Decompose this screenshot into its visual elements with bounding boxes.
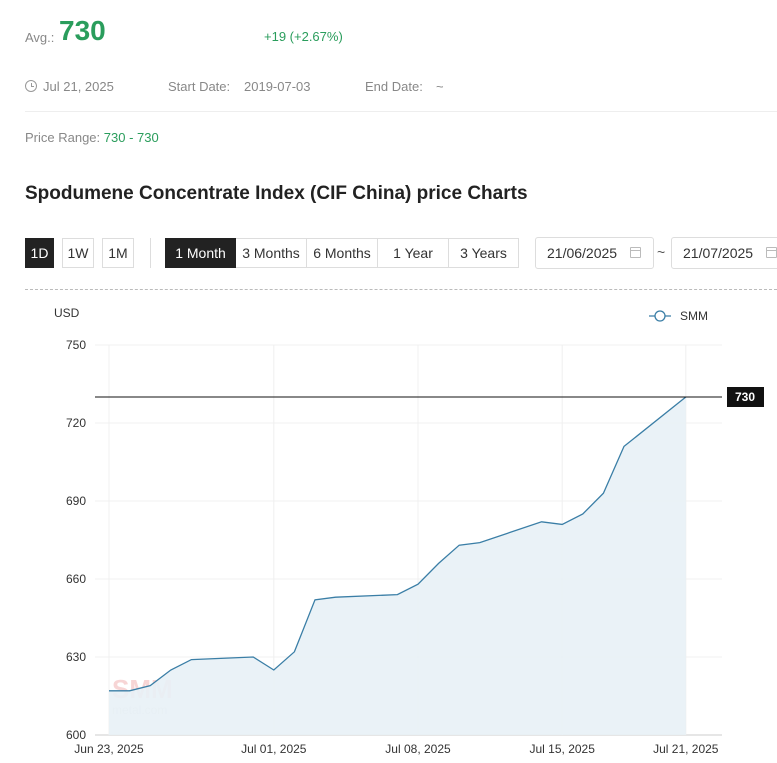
price-range: Price Range: 730 - 730	[25, 130, 159, 145]
date-to-input[interactable]: 21/07/2025	[671, 237, 777, 269]
y-tick-label: 690	[66, 494, 86, 508]
x-tick-label: Jul 15, 2025	[530, 742, 596, 756]
y-axis-label: USD	[54, 306, 80, 320]
date-to-value: 21/07/2025	[683, 245, 754, 261]
x-tick-label: Jun 23, 2025	[74, 742, 144, 756]
price-range-value: 730 - 730	[103, 130, 159, 145]
tab-3-months[interactable]: 3 Months	[236, 238, 307, 268]
x-tick-label: Jul 01, 2025	[241, 742, 307, 756]
date-from-input[interactable]: 21/06/2025	[535, 237, 654, 269]
series-area-smm	[109, 397, 686, 735]
interval-1d-button[interactable]: 1D	[25, 238, 54, 268]
avg-value: 730	[59, 15, 106, 46]
interval-1w-button[interactable]: 1W	[62, 238, 94, 268]
current-date: Jul 21, 2025	[43, 79, 114, 94]
reference-tag	[727, 387, 764, 407]
date-range-separator: ~	[657, 244, 666, 260]
x-tick-label: Jul 21, 2025	[653, 742, 719, 756]
clock-icon	[25, 80, 37, 92]
tab-6-months[interactable]: 6 Months	[307, 238, 378, 268]
y-tick-label: 660	[66, 572, 86, 586]
legend-marker	[654, 310, 666, 322]
button-separator	[150, 238, 151, 268]
tab-1-year[interactable]: 1 Year	[378, 238, 449, 268]
y-tick-label: 600	[66, 728, 86, 742]
y-tick-label: 630	[66, 650, 86, 664]
end-date-label: End Date:	[365, 79, 423, 94]
start-date-label: Start Date:	[168, 79, 231, 94]
avg-label: Avg.:	[25, 30, 55, 45]
x-tick-label: Jul 08, 2025	[385, 742, 451, 756]
divider	[25, 111, 777, 112]
y-tick-label: 750	[66, 338, 86, 352]
series-line-smm	[109, 396, 687, 692]
price-change: +19 (+2.67%)	[264, 29, 343, 44]
dashed-divider	[25, 289, 777, 290]
chart-title: Spodumene Concentrate Index (CIF China) …	[25, 183, 528, 204]
date-from-value: 21/06/2025	[547, 245, 618, 261]
tab-3-years[interactable]: 3 Years	[449, 238, 519, 268]
y-tick-label: 720	[66, 416, 86, 430]
calendar-icon[interactable]	[630, 247, 641, 258]
interval-1m-button[interactable]: 1M	[102, 238, 134, 268]
start-date-value: 2019-07-03	[244, 79, 311, 94]
reference-label: 730	[735, 390, 755, 404]
price-range-label: Price Range:	[25, 130, 101, 145]
tab-1-month[interactable]: 1 Month	[165, 238, 236, 268]
end-date-value: ~	[436, 79, 444, 94]
legend-label: SMM	[680, 309, 708, 323]
